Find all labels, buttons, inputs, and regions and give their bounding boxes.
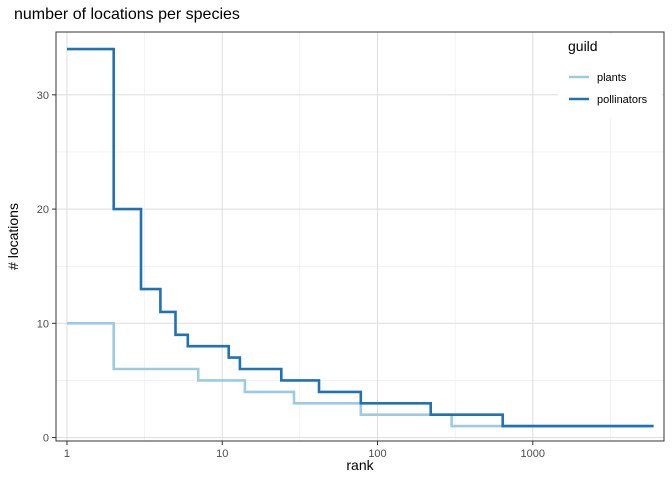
y-tick-label: 20 bbox=[37, 204, 49, 216]
chart-title: number of locations per species bbox=[14, 6, 240, 23]
legend: guild plants pollinators bbox=[558, 34, 662, 118]
x-tick-label: 1 bbox=[64, 448, 70, 460]
plot-border bbox=[55, 31, 665, 442]
legend-label-plants: plants bbox=[597, 72, 627, 84]
y-tick-label: 0 bbox=[43, 433, 49, 445]
x-tick-label: 1000 bbox=[521, 448, 545, 460]
x-tick-label: 10 bbox=[216, 448, 228, 460]
y-tick-label: 30 bbox=[37, 90, 49, 102]
legend-title: guild bbox=[568, 38, 598, 54]
y-axis-title: # locations bbox=[5, 203, 21, 270]
y-tick-label: 10 bbox=[37, 318, 49, 330]
x-tick-label: 100 bbox=[368, 448, 386, 460]
legend-label-pollinators: pollinators bbox=[597, 94, 648, 106]
series-line-pollinators bbox=[67, 47, 654, 428]
x-axis-title: rank bbox=[346, 457, 374, 473]
